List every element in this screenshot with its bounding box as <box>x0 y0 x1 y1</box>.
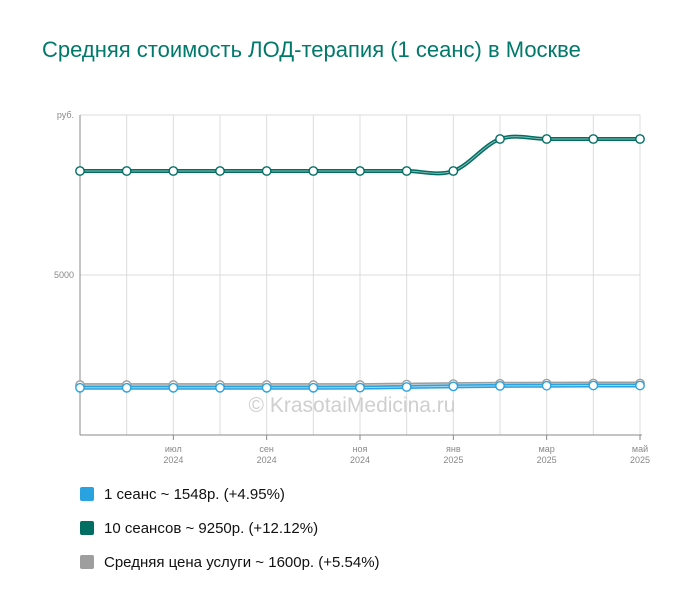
data-point <box>541 380 552 391</box>
series-ten-sessions <box>75 134 645 176</box>
data-point <box>168 166 179 176</box>
x-tick-label: ноя <box>353 444 368 454</box>
x-tick-label: июл <box>165 444 182 454</box>
data-point <box>308 382 319 393</box>
x-tick-label: сен <box>259 444 274 454</box>
series-one-session <box>75 380 645 393</box>
x-tick-label: мар <box>539 444 555 454</box>
data-point <box>215 166 225 176</box>
data-point <box>75 382 85 393</box>
x-tick-year: 2024 <box>163 455 183 465</box>
x-tick-label: май <box>632 444 648 454</box>
legend-swatch <box>80 521 94 535</box>
series <box>75 134 645 393</box>
x-tick-year: 2025 <box>443 455 463 465</box>
watermark: © KrasotaiMedicina.ru <box>249 394 456 417</box>
data-point <box>635 380 645 391</box>
legend-item[interactable]: Средняя цена услуги ~ 1600р. (+5.54%) <box>80 552 380 572</box>
data-point <box>495 380 505 391</box>
legend-label: 10 сеансов ~ 9250р. (+12.12%) <box>104 519 319 537</box>
data-point <box>448 166 459 176</box>
line-chart: 5000руб.июл2024сен2024ноя2024янв2025мар2… <box>54 110 650 465</box>
legend-item[interactable]: 10 сеансов ~ 9250р. (+12.12%) <box>80 518 380 538</box>
chart-title: Средняя стоимость ЛОД-терапия (1 сеанс) … <box>42 37 581 62</box>
data-point <box>75 166 85 176</box>
data-point <box>355 382 365 393</box>
x-tick-year: 2024 <box>257 455 277 465</box>
data-point <box>635 134 645 144</box>
data-point <box>541 134 552 144</box>
data-point <box>261 382 272 393</box>
x-tick-year: 2025 <box>537 455 557 465</box>
legend: 1 сеанс ~ 1548р. (+4.95%) 10 сеансов ~ 92… <box>80 484 380 586</box>
y-axis-unit-label: руб. <box>57 110 74 120</box>
legend-label: 1 сеанс ~ 1548р. (+4.95%) <box>104 485 285 503</box>
data-point <box>448 381 459 392</box>
x-tick-year: 2025 <box>630 455 650 465</box>
data-point <box>168 382 179 393</box>
legend-swatch <box>80 487 94 501</box>
legend-label: Средняя цена услуги ~ 1600р. (+5.54%) <box>104 553 380 571</box>
data-point <box>261 166 272 176</box>
legend-swatch <box>80 555 94 569</box>
data-point <box>308 166 319 176</box>
data-point <box>401 382 412 392</box>
data-point <box>495 134 505 144</box>
y-tick-label: 5000 <box>54 270 74 280</box>
data-point <box>215 382 225 393</box>
x-tick-label: янв <box>446 444 461 454</box>
data-point <box>121 382 132 393</box>
data-point <box>355 166 365 176</box>
data-point <box>588 134 599 144</box>
data-point <box>588 380 599 391</box>
legend-item[interactable]: 1 сеанс ~ 1548р. (+4.95%) <box>80 484 380 504</box>
data-point <box>121 166 132 176</box>
axes: 5000руб.июл2024сен2024ноя2024янв2025мар2… <box>54 110 650 465</box>
x-tick-year: 2024 <box>350 455 370 465</box>
data-point <box>401 166 412 176</box>
